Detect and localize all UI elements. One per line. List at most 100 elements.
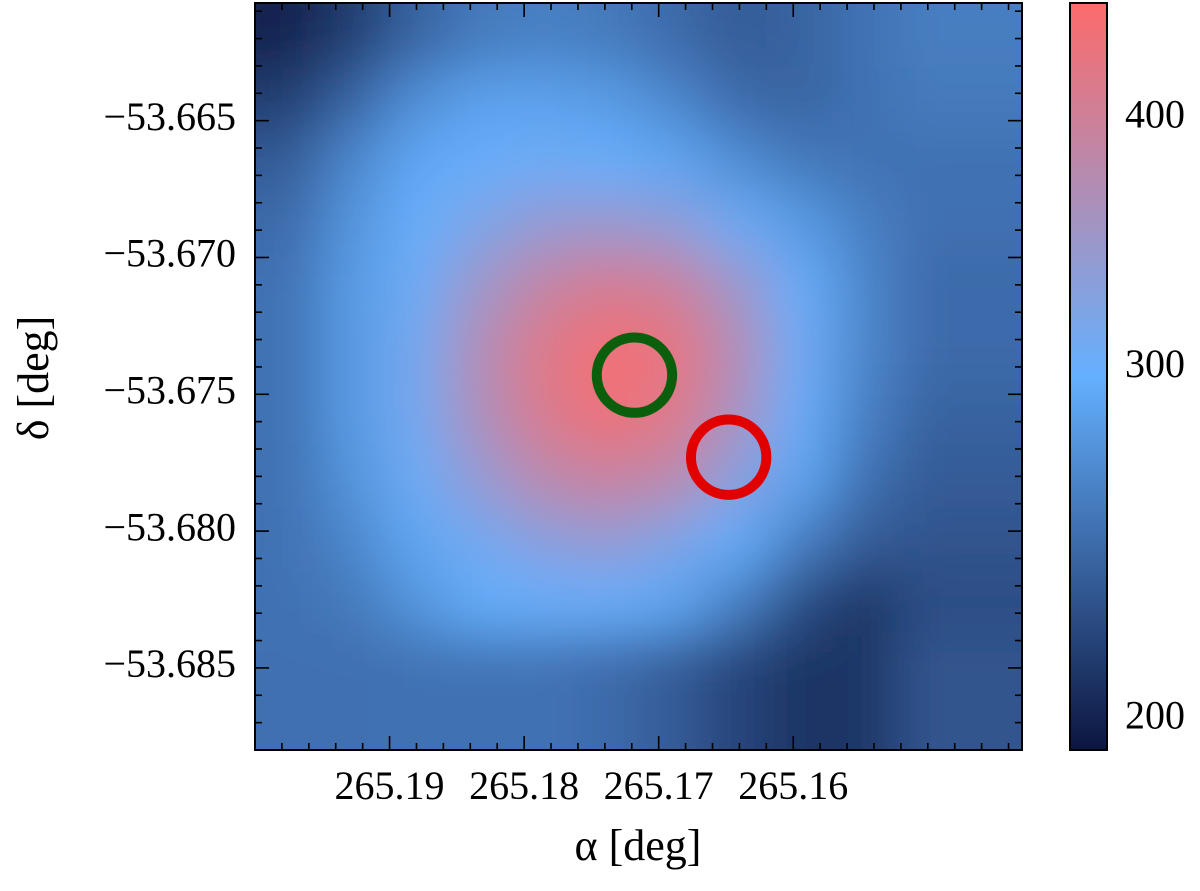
heat-cell bbox=[448, 633, 514, 750]
heat-cell bbox=[576, 256, 642, 321]
heat-cell bbox=[320, 256, 386, 321]
heat-cell bbox=[768, 319, 833, 383]
heat-cell bbox=[895, 444, 1022, 509]
heat-cell bbox=[704, 319, 770, 383]
heat-cell bbox=[512, 507, 578, 572]
heat-cell bbox=[704, 507, 770, 572]
x-tick-label: 265.17 bbox=[604, 763, 714, 808]
heat-cell bbox=[895, 507, 1022, 572]
heat-cell bbox=[576, 444, 642, 509]
colorbar bbox=[1070, 3, 1107, 750]
heat-cell bbox=[831, 67, 897, 132]
colorbar-frame bbox=[1069, 2, 1108, 751]
heat-cell bbox=[895, 381, 1022, 446]
heat-cell bbox=[512, 130, 578, 195]
heat-cell bbox=[704, 193, 770, 258]
heat-cell bbox=[384, 570, 450, 635]
colorbar-tick-label: 400 bbox=[1125, 92, 1185, 137]
heat-cell bbox=[384, 256, 450, 321]
heat-cell bbox=[448, 507, 514, 572]
colorbar-tick-label: 200 bbox=[1125, 692, 1185, 737]
heat-cell bbox=[895, 193, 1022, 258]
x-tick-label: 265.16 bbox=[738, 763, 848, 808]
heat-cell bbox=[576, 193, 642, 258]
heat-cell bbox=[448, 193, 514, 258]
heat-cell bbox=[831, 256, 897, 321]
heat-cell bbox=[831, 130, 897, 195]
heat-cell bbox=[320, 633, 386, 750]
y-tick-label: −53.685 bbox=[103, 641, 236, 686]
heat-cell bbox=[576, 67, 642, 132]
heat-cell bbox=[640, 256, 706, 321]
heat-cell bbox=[831, 507, 897, 572]
heat-cell bbox=[704, 130, 770, 195]
heat-cell bbox=[768, 381, 833, 446]
heatmap-clip bbox=[255, 3, 1022, 750]
heat-cell bbox=[320, 570, 386, 635]
heat-cell bbox=[448, 570, 514, 635]
heat-cell bbox=[895, 67, 1022, 132]
heat-cell bbox=[768, 444, 833, 509]
x-tick-label: 265.19 bbox=[335, 763, 445, 808]
heat-cell bbox=[320, 319, 386, 383]
heat-cell bbox=[768, 507, 833, 572]
heat-cell bbox=[320, 444, 386, 509]
heat-cell bbox=[768, 256, 833, 321]
heat-cell bbox=[448, 256, 514, 321]
heat-cell bbox=[576, 130, 642, 195]
heat-cell bbox=[384, 633, 450, 750]
heat-cell bbox=[384, 507, 450, 572]
heat-cell bbox=[576, 570, 642, 635]
heat-cell bbox=[831, 319, 897, 383]
heat-cell bbox=[640, 130, 706, 195]
heat-cell bbox=[895, 256, 1022, 321]
heat-cell bbox=[448, 444, 514, 509]
heat-cell bbox=[831, 633, 897, 750]
heat-cell bbox=[768, 570, 833, 635]
heat-cell bbox=[384, 381, 450, 446]
heat-cell bbox=[831, 444, 897, 509]
heat-cell bbox=[320, 193, 386, 258]
heat-cell bbox=[831, 570, 897, 635]
heat-cell bbox=[704, 633, 770, 750]
heat-cell bbox=[512, 444, 578, 509]
heat-cell bbox=[384, 444, 450, 509]
heat-cell bbox=[768, 633, 833, 750]
heat-cell bbox=[640, 193, 706, 258]
heat-cell bbox=[384, 193, 450, 258]
y-tick-label: −53.675 bbox=[103, 367, 236, 412]
heat-cell bbox=[512, 381, 578, 446]
heat-cell bbox=[640, 570, 706, 635]
heat-cell bbox=[831, 193, 897, 258]
heat-cell bbox=[895, 319, 1022, 383]
plot-frame bbox=[254, 2, 1023, 751]
heat-cell bbox=[895, 130, 1022, 195]
heat-cell bbox=[768, 193, 833, 258]
heat-cell bbox=[831, 381, 897, 446]
heat-cell bbox=[448, 67, 514, 132]
overlay: 265.19 265.18 265.17 265.16 −53.665 −53.670 −5… bbox=[103, 3, 1185, 808]
heat-cell bbox=[640, 67, 706, 132]
heat-cell bbox=[448, 319, 514, 383]
heat-cell bbox=[512, 193, 578, 258]
y-tick-label: −53.665 bbox=[103, 94, 236, 139]
heat-cell bbox=[512, 256, 578, 321]
region-marker bbox=[685, 414, 772, 500]
heat-cell bbox=[320, 381, 386, 446]
heat-cell bbox=[384, 67, 450, 132]
y-tick-label: −53.680 bbox=[103, 504, 236, 549]
heat-cell bbox=[512, 570, 578, 635]
heat-cell bbox=[384, 130, 450, 195]
heat-cell bbox=[704, 256, 770, 321]
colorbar-tick-label: 300 bbox=[1125, 341, 1185, 386]
heat-cell bbox=[320, 67, 386, 132]
heat-cell bbox=[704, 67, 770, 132]
x-axis-label: α [deg] bbox=[575, 821, 702, 870]
heat-cell bbox=[704, 570, 770, 635]
heat-cell bbox=[640, 633, 706, 750]
heat-cell bbox=[448, 381, 514, 446]
heat-cell bbox=[640, 507, 706, 572]
heat-cell bbox=[768, 67, 833, 132]
heat-cell bbox=[448, 130, 514, 195]
